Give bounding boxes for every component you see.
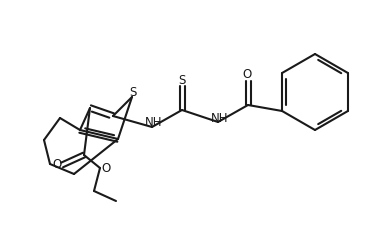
Text: O: O [101,161,111,174]
Text: NH: NH [145,116,163,129]
Text: O: O [52,159,62,172]
Text: S: S [178,75,186,88]
Text: NH: NH [211,112,229,124]
Text: O: O [242,68,252,82]
Text: S: S [129,86,137,99]
